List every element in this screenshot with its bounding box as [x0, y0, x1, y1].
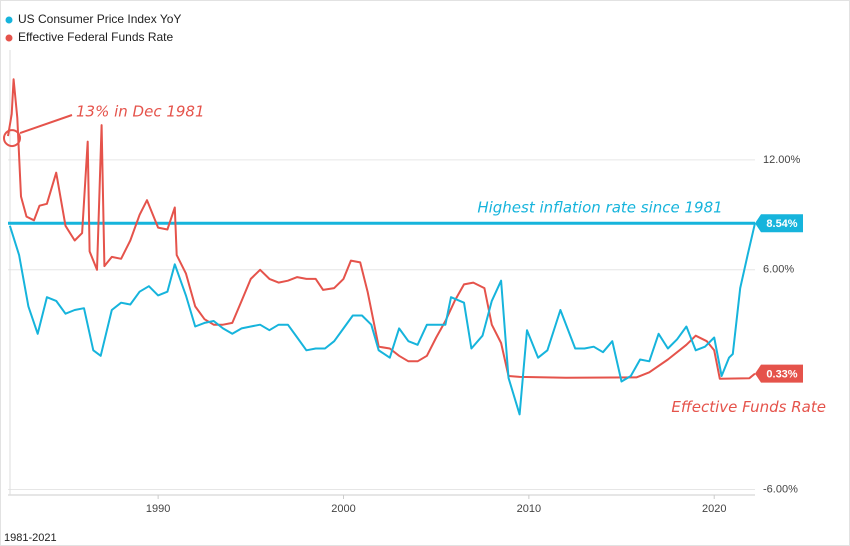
legend-marker	[5, 16, 13, 24]
annotation-circle	[3, 129, 21, 148]
y-tick-label: -6.00%	[763, 483, 798, 495]
y-tick-label: 12.00%	[763, 154, 801, 166]
x-tick-label: 2020	[702, 503, 726, 515]
annotation: Effective Funds Rate	[671, 398, 826, 416]
series-line	[7, 78, 756, 380]
x-tick-label: 2010	[517, 503, 541, 515]
series-line	[8, 222, 756, 416]
x-tick-label: 2000	[331, 503, 355, 515]
end-label-box	[755, 364, 803, 383]
end-label: 0.33%	[766, 368, 797, 380]
y-tick-label: 6.00%	[763, 264, 794, 276]
annotation-arrow	[19, 114, 73, 135]
legend-marker	[5, 34, 13, 42]
legend-label: US Consumer Price Index YoY	[18, 12, 181, 26]
x-tick-label: 1990	[146, 503, 170, 515]
footer: 1981-2021	[4, 532, 57, 544]
end-label: 8.54%	[766, 218, 797, 230]
legend-label: Effective Federal Funds Rate	[18, 30, 174, 44]
end-label-box	[755, 214, 803, 233]
reference-label: Highest inflation rate since 1981	[477, 199, 722, 217]
annotation: 13% in Dec 1981	[76, 103, 205, 121]
